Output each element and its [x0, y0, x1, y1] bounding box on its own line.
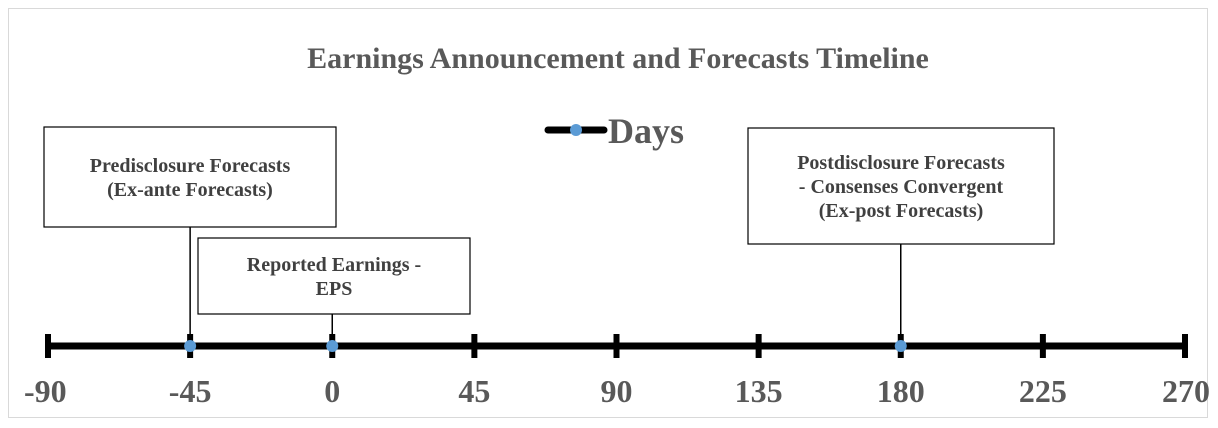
tick-label: -45 — [169, 373, 212, 409]
tick-label: 90 — [601, 373, 633, 409]
callout-text-line: EPS — [316, 278, 353, 300]
tick-label: 0 — [324, 373, 340, 409]
callout-text-line: - Consenses Convergent — [799, 176, 1004, 198]
tick-label: 45 — [458, 373, 490, 409]
legend: Days — [544, 111, 684, 151]
callout-text-line: Predisclosure Forecasts — [90, 155, 291, 177]
callout-text-line: Reported Earnings - — [247, 254, 421, 276]
data-point — [184, 340, 197, 352]
tick-label: 180 — [877, 373, 925, 409]
tick-label: 135 — [735, 373, 783, 409]
tick-label: -90 — [24, 373, 67, 409]
callout: Postdisclosure Forecasts- Consenses Conv… — [747, 127, 1055, 346]
timeline-axis — [45, 334, 1188, 358]
legend-label: Days — [608, 111, 684, 151]
data-point — [326, 340, 339, 352]
tick-labels: -90 -45 0 45 90 135 180 225 270 — [24, 373, 1210, 409]
callout-box — [43, 126, 337, 228]
data-point — [894, 340, 907, 352]
tick-label: 225 — [1019, 373, 1067, 409]
callout-text-line: (Ex-post Forecasts) — [819, 200, 984, 222]
callouts: Predisclosure Forecasts(Ex-ante Forecast… — [43, 126, 1055, 346]
series-markers — [184, 340, 907, 352]
callout-box — [747, 127, 1055, 245]
callout-text-line: (Ex-ante Forecasts) — [107, 179, 273, 201]
callout-box — [197, 237, 471, 315]
legend-marker-swatch — [570, 124, 582, 136]
callout-text-line: Postdisclosure Forecasts — [797, 152, 1005, 174]
tick-label: 270 — [1162, 373, 1210, 409]
chart-title: Earnings Announcement and Forecasts Time… — [307, 42, 929, 75]
callout: Predisclosure Forecasts(Ex-ante Forecast… — [43, 126, 337, 346]
callout: Reported Earnings -EPS — [197, 237, 471, 346]
